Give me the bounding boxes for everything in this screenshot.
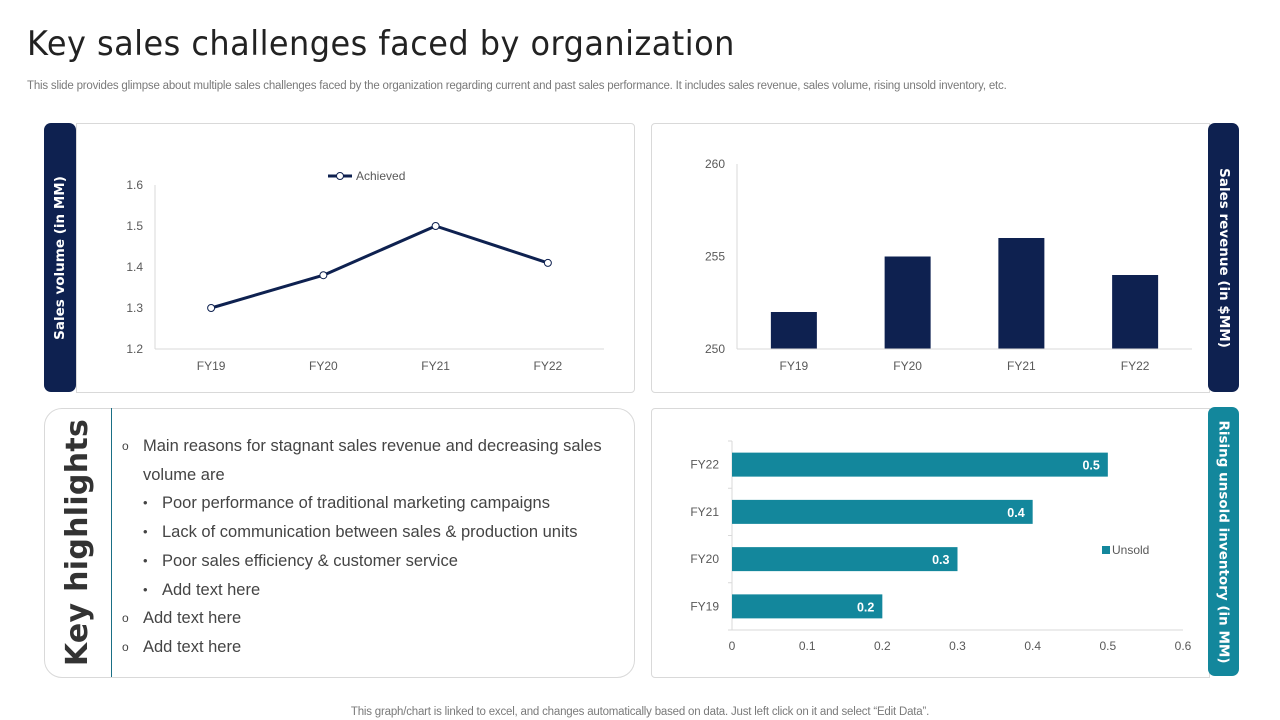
highlight-subitem-text: Poor sales efficiency & customer service bbox=[162, 551, 458, 570]
data-point bbox=[543, 258, 552, 267]
highlight-subitem: • Poor performance of traditional market… bbox=[122, 489, 622, 518]
x-tick-label: 0.2 bbox=[874, 639, 891, 653]
highlight-subitem-text: Poor performance of traditional marketin… bbox=[162, 494, 550, 513]
sales-revenue-tab: Sales revenue (in $MM) bbox=[1208, 123, 1239, 392]
sales-revenue-tab-label: Sales revenue (in $MM) bbox=[1215, 167, 1232, 348]
footer-note: This graph/chart is linked to excel, and… bbox=[350, 706, 930, 718]
x-tick-label: 0 bbox=[729, 639, 736, 653]
y-tick-label: 1.3 bbox=[126, 301, 143, 315]
x-tick-label: FY21 bbox=[421, 359, 450, 373]
legend-marker-icon bbox=[336, 172, 344, 180]
x-tick-label: FY19 bbox=[780, 359, 809, 373]
unsold-bar bbox=[732, 594, 883, 619]
highlights-list: o Main reasons for stagnant sales revenu… bbox=[122, 432, 622, 662]
unsold-inventory-tab-label: Rising unsold inventory (in MM) bbox=[1215, 419, 1232, 664]
sales-revenue-panel: 250 255 260 FY19 FY20 FY21 FY22 bbox=[651, 123, 1210, 393]
highlight-text: Add text here bbox=[143, 609, 242, 628]
bullet-icon: • bbox=[143, 581, 148, 597]
highlight-subitem-text: Lack of communication between sales & pr… bbox=[162, 523, 578, 542]
legend-label: Achieved bbox=[356, 169, 405, 183]
sales-revenue-chart[interactable]: 250 255 260 FY19 FY20 FY21 FY22 bbox=[652, 124, 1209, 392]
data-point bbox=[319, 271, 328, 280]
x-tick-label: 0.4 bbox=[1024, 639, 1041, 653]
x-tick-label: 0.3 bbox=[949, 639, 966, 653]
x-tick-label: FY20 bbox=[309, 359, 338, 373]
unsold-bar bbox=[732, 452, 1108, 477]
bullet-icon: • bbox=[143, 524, 148, 540]
highlight-item: o Add text here bbox=[122, 633, 622, 662]
x-tick-label: FY19 bbox=[197, 359, 226, 373]
bullet-icon: • bbox=[143, 552, 148, 568]
unsold-bar bbox=[732, 547, 958, 572]
data-point bbox=[207, 304, 216, 312]
sales-volume-chart[interactable]: 1.2 1.3 1.4 1.5 1.6 FY19 FY20 FY21 FY22 Achieved bbox=[77, 124, 634, 392]
unsold-inventory-tab: Rising unsold inventory (in MM) bbox=[1208, 407, 1239, 676]
key-highlights-heading-text: Key highlights bbox=[60, 418, 95, 666]
sales-volume-tab-label: Sales volume (in MM) bbox=[52, 175, 69, 340]
revenue-bar bbox=[998, 238, 1045, 349]
key-highlights-divider bbox=[111, 408, 112, 677]
revenue-bar bbox=[770, 312, 817, 349]
circle-bullet-icon: o bbox=[122, 639, 129, 654]
x-tick-label: FY22 bbox=[1121, 359, 1150, 373]
y-tick-label: 255 bbox=[705, 250, 725, 264]
highlight-subitem-text: Add text here bbox=[162, 580, 261, 599]
bar-data-label: 0.5 bbox=[1082, 459, 1099, 473]
page-subtitle: This slide provides glimpse about multip… bbox=[27, 80, 1007, 92]
page-title: Key sales challenges faced by organizati… bbox=[27, 24, 735, 64]
x-tick-label: FY20 bbox=[893, 359, 922, 373]
legend-label: Unsold bbox=[1112, 543, 1149, 557]
y-tick-label: 1.4 bbox=[126, 260, 143, 274]
bar-data-label: 0.4 bbox=[1007, 506, 1024, 520]
revenue-bar bbox=[1112, 275, 1159, 349]
x-tick-label: 0.1 bbox=[799, 639, 816, 653]
unsold-bar bbox=[732, 499, 1033, 524]
x-tick-label: 0.6 bbox=[1175, 639, 1192, 653]
data-point bbox=[431, 222, 440, 230]
bar-data-label: 0.2 bbox=[857, 600, 874, 614]
bar-data-label: 0.3 bbox=[932, 553, 949, 567]
highlight-text: Main reasons for stagnant sales revenue … bbox=[143, 437, 602, 484]
x-tick-label: FY22 bbox=[534, 359, 563, 373]
highlight-item: o Main reasons for stagnant sales revenu… bbox=[122, 432, 622, 489]
circle-bullet-icon: o bbox=[122, 439, 129, 453]
achieved-series-line bbox=[210, 224, 549, 310]
y-tick-label: 1.5 bbox=[126, 219, 143, 233]
highlight-subitem: • Poor sales efficiency & customer servi… bbox=[122, 547, 622, 576]
y-category-label: FY20 bbox=[690, 552, 719, 566]
highlight-subitem: • Add text here bbox=[122, 576, 622, 605]
sales-volume-panel: 1.2 1.3 1.4 1.5 1.6 FY19 FY20 FY21 FY22 Achieved bbox=[76, 123, 635, 393]
y-tick-label: 260 bbox=[705, 157, 725, 171]
revenue-bar bbox=[884, 256, 931, 349]
bullet-icon: • bbox=[143, 495, 148, 511]
highlight-subitem: • Lack of communication between sales & … bbox=[122, 518, 622, 547]
highlight-text: Add text here bbox=[143, 637, 242, 656]
legend-swatch-icon bbox=[1102, 546, 1110, 554]
unsold-inventory-chart[interactable]: 0 0.1 0.2 0.3 0.4 0.5 0.6 FY22 0.5 FY21 0.4 FY20 0.3… bbox=[652, 409, 1209, 677]
highlight-item: o Add text here bbox=[122, 604, 622, 633]
y-tick-label: 1.2 bbox=[126, 342, 143, 356]
y-category-label: FY22 bbox=[690, 458, 719, 472]
y-category-label: FY19 bbox=[690, 599, 719, 613]
x-tick-label: 0.5 bbox=[1099, 639, 1116, 653]
key-highlights-heading: Key highlights bbox=[44, 408, 111, 676]
y-category-label: FY21 bbox=[690, 505, 719, 519]
x-tick-label: FY21 bbox=[1007, 359, 1036, 373]
unsold-inventory-panel: 0 0.1 0.2 0.3 0.4 0.5 0.6 FY22 0.5 FY21 0.4 FY20 0.3… bbox=[651, 408, 1210, 678]
sales-volume-tab: Sales volume (in MM) bbox=[44, 123, 76, 392]
y-tick-label: 1.6 bbox=[126, 178, 143, 192]
circle-bullet-icon: o bbox=[122, 611, 129, 626]
y-tick-label: 250 bbox=[705, 342, 725, 356]
key-highlights-panel bbox=[44, 408, 635, 678]
